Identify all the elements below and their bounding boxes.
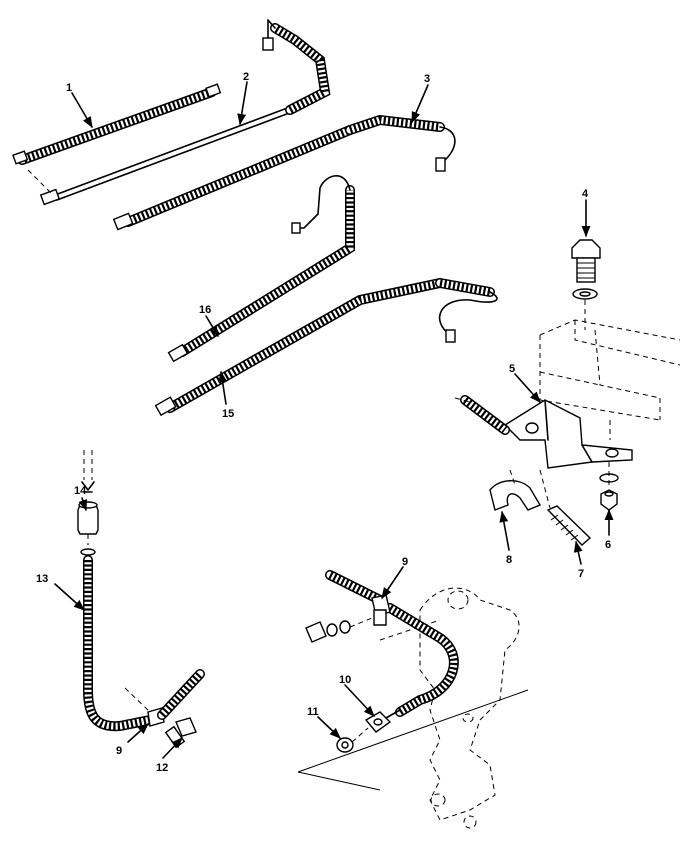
washer-11 [336,727,369,753]
callout-2: 2 [243,71,249,83]
nut-6 [599,462,619,511]
caliper-assembly [297,570,529,829]
bolt-4 [571,239,601,330]
callout-12: 12 [156,762,168,774]
callout-7: 7 [578,568,584,580]
hose-16 [167,175,355,363]
callout-3: 3 [424,73,430,85]
hose-15 [154,278,498,417]
callout-10: 10 [339,674,351,686]
hose-13 [77,450,205,732]
callout-15: 15 [222,408,234,420]
fitting-10 [364,709,401,733]
leader-lines [54,81,614,759]
stud-7 [539,469,592,546]
callout-1: 1 [66,82,72,94]
callout-5: 5 [509,363,515,375]
callout-13: 13 [36,573,48,585]
callouts: 1 2 3 4 5 6 7 8 9 9 10 11 12 13 14 15 16 [36,71,611,774]
hose-1 [12,83,222,165]
callout-8: 8 [506,554,512,566]
clip-8 [489,469,542,511]
callout-4: 4 [582,188,589,200]
callout-16: 16 [199,304,211,316]
callout-9-lower: 9 [116,745,122,757]
hose-3 [112,114,456,231]
bolt-12 [164,717,197,749]
frame-channel [539,319,681,421]
tube-2 [27,19,331,206]
callout-14: 14 [74,485,87,497]
callout-6: 6 [605,539,611,551]
callout-11: 11 [307,706,319,718]
callout-9-upper: 9 [402,556,408,568]
bracket-5 [454,395,633,469]
